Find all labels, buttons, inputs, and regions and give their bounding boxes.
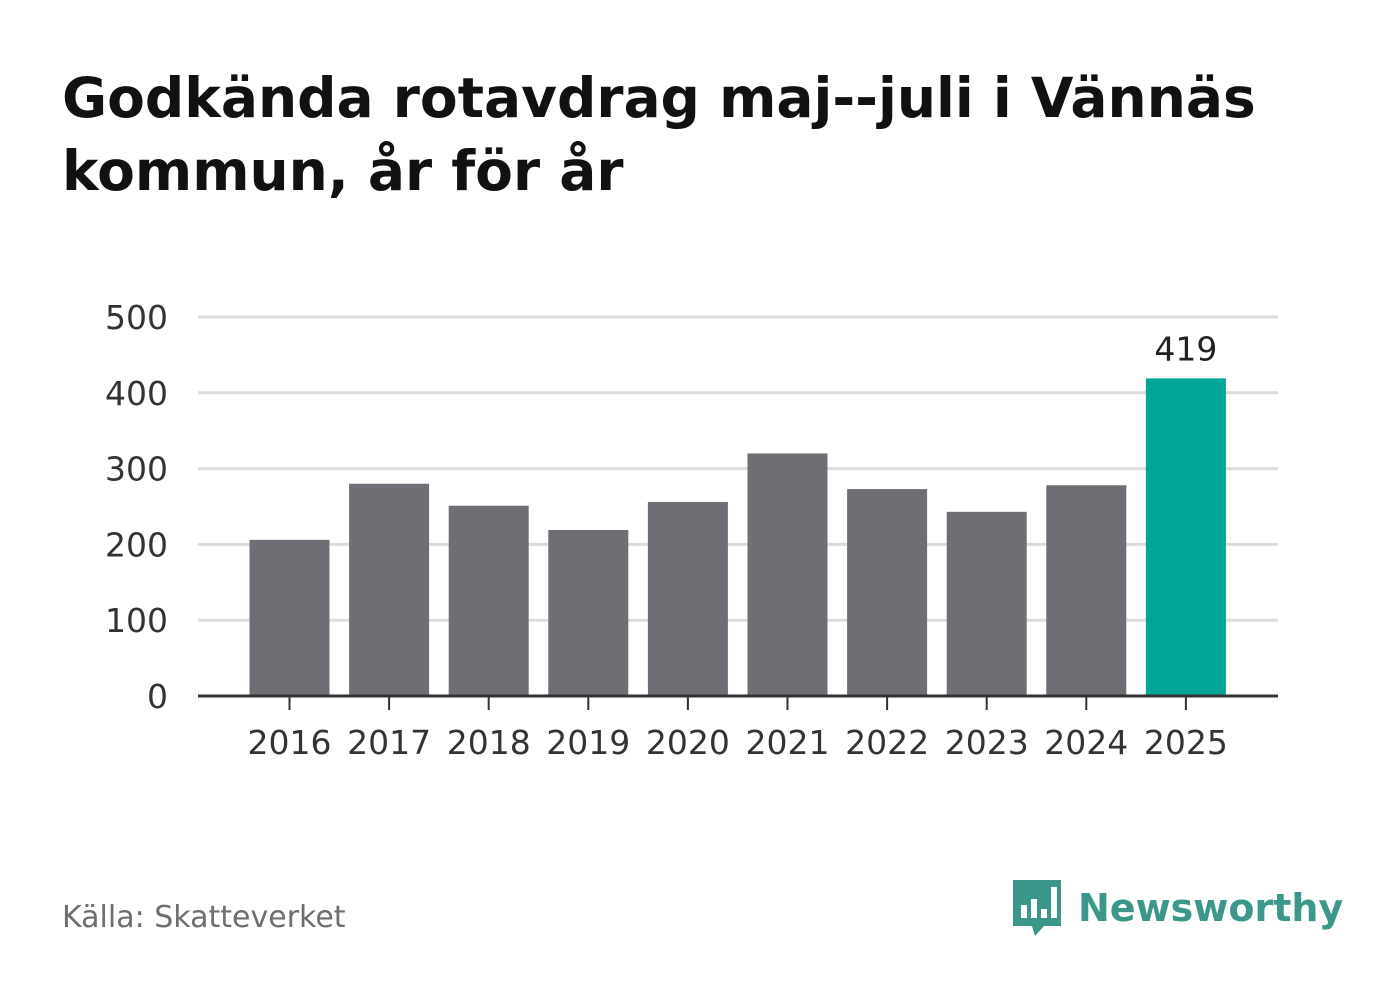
x-tick-label: 2020 bbox=[646, 723, 730, 762]
x-tick-label: 2022 bbox=[845, 723, 929, 762]
y-tick-label: 300 bbox=[105, 450, 168, 489]
y-tick-label: 500 bbox=[105, 298, 168, 337]
x-tick-label: 2017 bbox=[347, 723, 431, 762]
bar bbox=[1046, 485, 1127, 696]
x-tick-label: 2023 bbox=[945, 723, 1029, 762]
bar bbox=[647, 501, 728, 696]
data-label: 419 bbox=[1154, 329, 1217, 368]
bar bbox=[548, 529, 629, 696]
bars bbox=[249, 378, 1226, 696]
bar bbox=[1145, 378, 1226, 696]
bar bbox=[448, 505, 529, 696]
x-tick-label: 2019 bbox=[546, 723, 630, 762]
x-tick-label: 2025 bbox=[1144, 723, 1228, 762]
y-tick-label: 100 bbox=[105, 601, 168, 640]
x-axis: 2016 2017 2018 2019 2020 2021 2022 2023 2024 2025 bbox=[198, 694, 1278, 762]
chart-title: Godkända rotavdrag maj--juli i Vännäs ko… bbox=[62, 66, 1256, 203]
y-tick-label: 0 bbox=[147, 677, 168, 716]
data-labels: 419 bbox=[1154, 329, 1217, 368]
bar bbox=[946, 511, 1027, 696]
brand-name: Newsworthy bbox=[1078, 886, 1344, 930]
y-tick-label: 200 bbox=[105, 525, 168, 564]
brand-logo: Newsworthy bbox=[1010, 878, 1343, 938]
y-tick-label: 400 bbox=[105, 374, 168, 413]
x-tick-label: 2021 bbox=[746, 723, 830, 762]
bar bbox=[847, 489, 928, 696]
bar bbox=[747, 453, 828, 696]
source-note: Källa: Skatteverket bbox=[62, 900, 346, 935]
bar-chart: 0 100 200 300 400 500 2016 2017 2018 2019 2020 202… bbox=[105, 298, 1278, 762]
x-tick-label: 2018 bbox=[447, 723, 531, 762]
x-tick-label: 2024 bbox=[1044, 723, 1128, 762]
bar bbox=[349, 483, 430, 696]
bar bbox=[249, 539, 330, 696]
x-tick-label: 2016 bbox=[248, 723, 332, 762]
y-axis-tick-labels: 0 100 200 300 400 500 bbox=[105, 298, 168, 716]
bar-chart-speech-bubble-icon bbox=[1013, 880, 1061, 936]
